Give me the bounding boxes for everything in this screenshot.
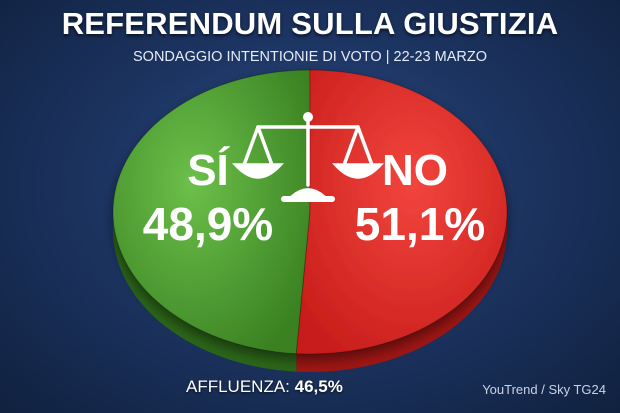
chart-subtitle: SONDAGGIO INTENTIONIE DI VOTO | 22-23 MA… bbox=[133, 49, 487, 65]
pie-side-yes bbox=[113, 212, 297, 372]
scales-of-justice-icon bbox=[232, 112, 384, 202]
chart-title: REFERENDUM SULLA GIUSTIZIA bbox=[61, 6, 559, 41]
pie-side-no bbox=[296, 212, 507, 372]
pie-top bbox=[112, 69, 508, 355]
pie-slice-no bbox=[295, 69, 508, 355]
source-credit: YouTrend / Sky TG24 bbox=[482, 382, 606, 397]
slice-label-no: NO bbox=[382, 146, 448, 195]
pie-slice-yes bbox=[112, 69, 311, 355]
slice-label-yes: SÍ bbox=[187, 145, 230, 195]
turnout: AFFLUENZA: 46,5% bbox=[186, 377, 343, 397]
turnout-label: AFFLUENZA: bbox=[186, 377, 290, 396]
pie-3d-sides bbox=[113, 212, 507, 372]
turnout-value: 46,5% bbox=[294, 377, 343, 396]
slice-value-yes: 48,9% bbox=[143, 198, 273, 250]
slice-value-no: 51,1% bbox=[355, 198, 485, 250]
